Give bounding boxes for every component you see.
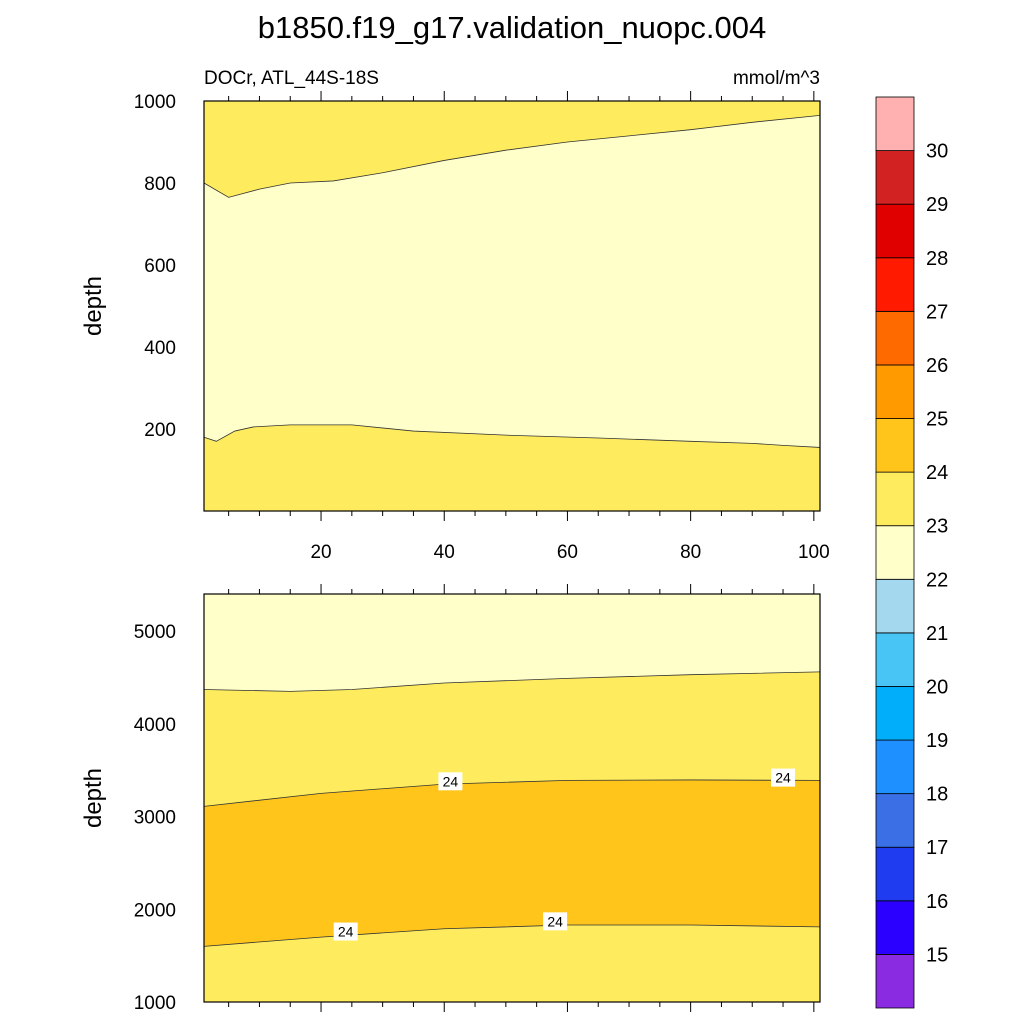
x-tick-label: 80 [680, 542, 701, 563]
colorbar-label: 19 [926, 730, 948, 752]
colorbar-box [875, 364, 915, 419]
colorbar-box [875, 686, 915, 741]
contour-line [203, 924, 821, 947]
bottom-ylabel: depth [80, 768, 107, 828]
plot-frame [203, 593, 821, 1003]
bottom-contour-panel: 1000 2000 3000 4000 5000 24 24 24 24 [134, 584, 821, 1014]
colorbar-box [875, 578, 915, 634]
y-tick-label: 3000 [134, 808, 176, 829]
contour-line [203, 114, 821, 198]
contour-band [204, 779, 820, 947]
x-tick-label: 20 [310, 542, 331, 563]
y-tick-label: 4000 [134, 715, 176, 736]
colorbar-label: 24 [926, 462, 948, 484]
x-tick-label: 40 [434, 542, 455, 563]
colorbar-label: 29 [926, 194, 948, 216]
contour-band [204, 925, 820, 1002]
chart-title: b1850.f19_g17.validation_nuopc.004 [258, 10, 767, 45]
colorbar-box [875, 632, 915, 687]
units-label: mmol/m^3 [733, 68, 820, 89]
top-ylabel: depth [80, 276, 107, 336]
colorbar-box [875, 471, 915, 527]
colorbar-label: 25 [926, 409, 948, 431]
colorbar-box [875, 418, 915, 473]
colorbar: 15 16 17 18 19 20 21 22 23 24 25 26 27 28 29 30 [875, 96, 948, 1009]
colorbar-label: 15 [926, 944, 948, 966]
y-tick-label: 5000 [134, 622, 176, 643]
contour-band [204, 115, 820, 448]
colorbar-label: 26 [926, 355, 948, 377]
x-tick-label: 60 [557, 542, 578, 563]
contour-line [203, 671, 821, 692]
contour-label-bg [438, 772, 463, 791]
y-tick-label: 200 [144, 420, 176, 441]
y-tick-label: 1000 [134, 92, 176, 113]
contour-label: 24 [771, 768, 796, 787]
colorbar-label: 27 [926, 301, 948, 323]
top-contour-panel: 20 40 60 80 100 200 400 600 800 1000 [134, 91, 830, 563]
contour-line [203, 424, 821, 448]
contour-label-bg [771, 768, 796, 787]
colorbar-box [875, 954, 915, 1009]
colorbar-label: 28 [926, 248, 948, 270]
colorbar-label: 20 [926, 676, 948, 698]
plot-frame [203, 100, 821, 512]
colorbar-label: 18 [926, 784, 948, 806]
contour-band [204, 671, 820, 807]
colorbar-label: 30 [926, 141, 948, 163]
colorbar-label: 16 [926, 891, 948, 913]
contour-label: 24 [438, 772, 463, 791]
colorbar-box [875, 257, 915, 312]
contour-label: 24 [543, 912, 568, 931]
colorbar-box [875, 203, 915, 259]
colorbar-box [875, 310, 915, 366]
contour-label-text: 24 [775, 770, 791, 786]
colorbar-box [875, 793, 915, 848]
left-subtitle: DOCr, ATL_44S-18S [204, 68, 379, 89]
colorbar-label: 17 [926, 837, 948, 859]
contour-label: 24 [333, 922, 358, 941]
colorbar-label: 22 [926, 569, 948, 591]
contour-line [203, 779, 821, 807]
colorbar-box [875, 900, 915, 955]
y-tick-label: 600 [144, 256, 176, 277]
colorbar-box [875, 525, 915, 580]
contour-label-bg [333, 922, 358, 941]
contour-label-text: 24 [443, 773, 459, 789]
x-tick-label: 100 [798, 542, 830, 563]
contour-label-text: 24 [338, 924, 354, 940]
colorbar-box [875, 96, 915, 151]
contour-band [204, 594, 820, 692]
colorbar-box [875, 150, 915, 205]
y-tick-label: 1000 [134, 993, 176, 1014]
contour-label-text: 24 [547, 913, 563, 929]
colorbar-box [875, 846, 915, 902]
colorbar-label: 21 [926, 623, 948, 645]
colorbar-box [875, 739, 915, 795]
colorbar-label: 23 [926, 516, 948, 538]
y-tick-label: 2000 [134, 900, 176, 921]
contour-band [204, 424, 820, 511]
contour-label-bg [543, 912, 568, 931]
y-tick-label: 400 [144, 338, 176, 359]
y-tick-label: 800 [144, 174, 176, 195]
